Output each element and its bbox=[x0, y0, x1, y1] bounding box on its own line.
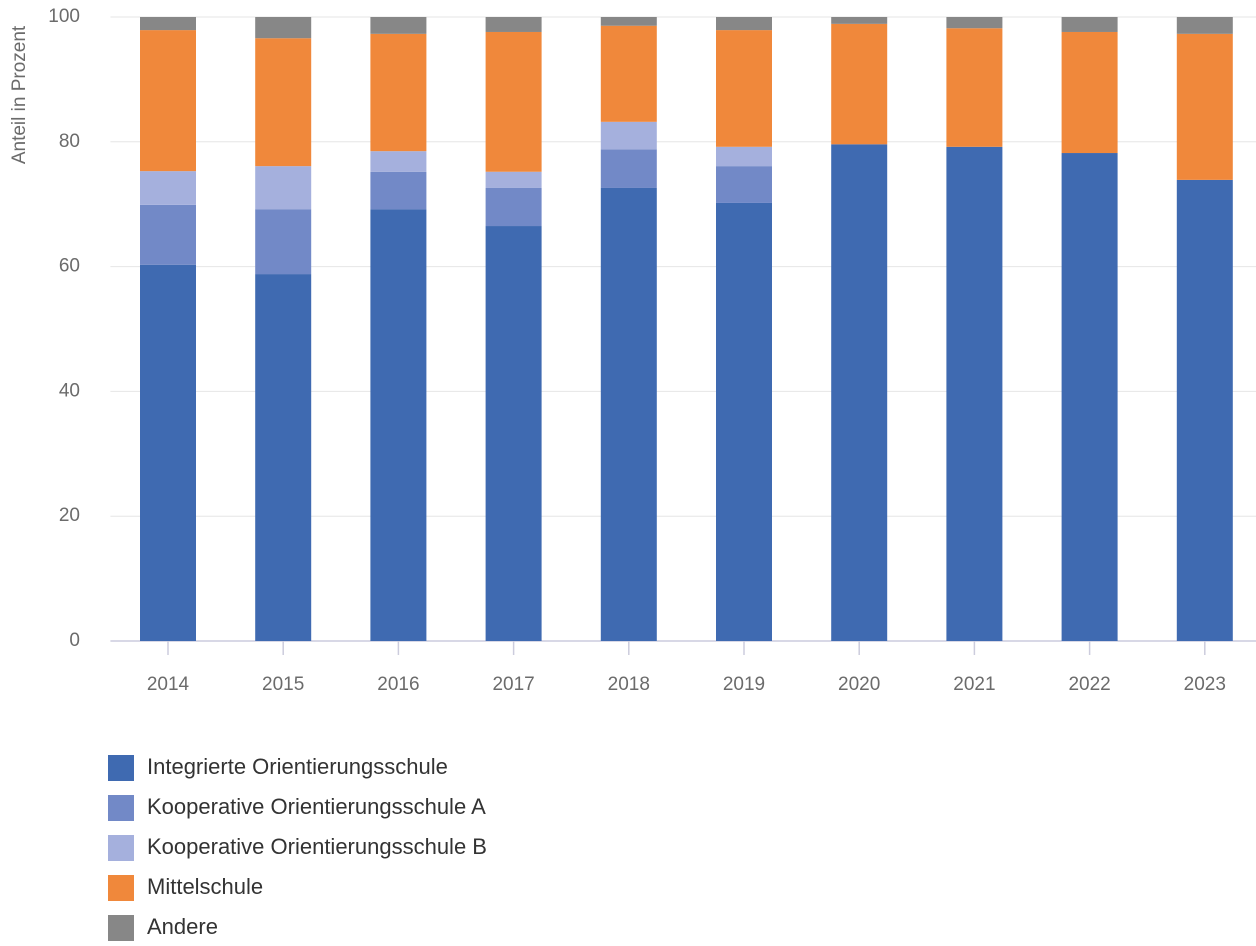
bar-segment bbox=[716, 166, 772, 203]
bar-segment bbox=[140, 264, 196, 641]
y-tick-label: 40 bbox=[59, 380, 80, 401]
bar-segment bbox=[600, 17, 657, 26]
bar-segment bbox=[485, 226, 542, 642]
y-tick-label: 0 bbox=[69, 630, 80, 651]
bar-segment bbox=[600, 187, 657, 641]
bar-segment bbox=[140, 204, 196, 265]
legend-label: Andere bbox=[147, 914, 218, 939]
bar-segment bbox=[946, 146, 1003, 642]
bar-segment bbox=[370, 171, 427, 210]
y-tick-label: 100 bbox=[48, 6, 80, 27]
legend-label: Kooperative Orientierungsschule B bbox=[147, 834, 487, 859]
y-axis-title: Anteil in Prozent bbox=[9, 25, 30, 164]
bar-segment bbox=[485, 171, 542, 188]
bar-segment bbox=[600, 25, 657, 122]
legend-label: Integrierte Orientierungsschule bbox=[147, 754, 448, 779]
bar-segment bbox=[716, 202, 772, 641]
bar-segment bbox=[255, 166, 312, 210]
x-tick-label: 2021 bbox=[953, 674, 995, 695]
bar-segment bbox=[255, 274, 312, 641]
bar-segment bbox=[716, 30, 772, 147]
legend-label: Mittelschule bbox=[147, 874, 263, 899]
bar-segment bbox=[140, 30, 196, 172]
bar-segment bbox=[1176, 179, 1233, 641]
bar-segment bbox=[946, 28, 1003, 147]
bar-segment bbox=[716, 146, 772, 167]
bar-segment bbox=[485, 17, 542, 32]
legend-swatch bbox=[108, 875, 134, 901]
bar-segment bbox=[600, 149, 657, 188]
legend-swatch bbox=[108, 835, 134, 861]
legend-swatch bbox=[108, 915, 134, 941]
x-tick-label: 2017 bbox=[492, 674, 534, 695]
bar-segment bbox=[370, 33, 427, 152]
bar-segment bbox=[255, 17, 312, 39]
bar-segment bbox=[716, 17, 772, 31]
x-tick-label: 2018 bbox=[608, 674, 650, 695]
bar-segment bbox=[255, 209, 312, 275]
x-tick-label: 2022 bbox=[1068, 674, 1110, 695]
legend-label: Kooperative Orientierungsschule A bbox=[147, 794, 486, 819]
bar-segment bbox=[831, 144, 888, 641]
legend-swatch bbox=[108, 755, 134, 781]
bar-segment bbox=[140, 171, 196, 205]
bar-segment bbox=[600, 121, 657, 150]
bar-segment bbox=[1061, 31, 1118, 154]
bar-segment bbox=[1061, 17, 1118, 32]
bar-segment bbox=[485, 187, 542, 227]
y-tick-label: 60 bbox=[59, 256, 80, 277]
bar-segment bbox=[831, 17, 888, 24]
bar-segment bbox=[255, 38, 312, 167]
x-tick-label: 2019 bbox=[723, 674, 765, 695]
bar-segment bbox=[1061, 153, 1118, 642]
bar-segment bbox=[370, 17, 427, 34]
bar-segment bbox=[140, 17, 196, 31]
x-tick-label: 2015 bbox=[262, 674, 304, 695]
bar-segment bbox=[1176, 33, 1233, 180]
x-tick-label: 2014 bbox=[147, 674, 190, 695]
bar-segment bbox=[485, 31, 542, 172]
legend-swatch bbox=[108, 795, 134, 821]
bar-segment bbox=[1176, 17, 1233, 34]
x-tick-label: 2023 bbox=[1184, 674, 1226, 695]
bar-segment bbox=[370, 209, 427, 641]
y-tick-label: 80 bbox=[59, 131, 80, 152]
bar-segment bbox=[946, 17, 1003, 29]
x-tick-label: 2020 bbox=[838, 674, 880, 695]
bar-segment bbox=[370, 151, 427, 172]
bar-segment bbox=[831, 23, 888, 145]
x-tick-label: 2016 bbox=[377, 674, 419, 695]
y-tick-label: 20 bbox=[59, 505, 80, 526]
